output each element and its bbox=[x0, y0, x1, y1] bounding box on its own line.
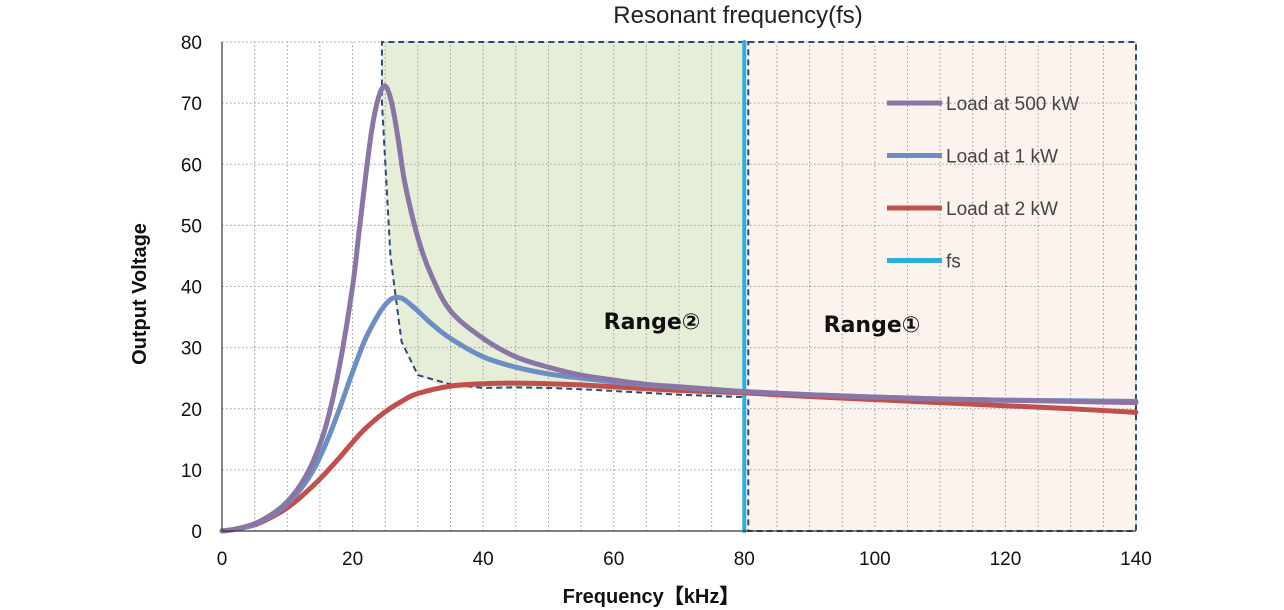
y-tick-label: 60 bbox=[181, 155, 202, 176]
x-tick-label: 120 bbox=[990, 549, 1022, 570]
y-tick-labels: 0 10 20 30 40 50 60 70 80 bbox=[181, 33, 202, 543]
region-label-1: Range② bbox=[604, 310, 701, 335]
x-tick-label: 100 bbox=[859, 549, 891, 570]
range-2-boundary bbox=[380, 41, 745, 399]
y-tick-label: 10 bbox=[181, 461, 202, 482]
x-tick-label: 40 bbox=[473, 549, 494, 570]
legend: Load at 500 kW Load at 1 kW Load at 2 kW fs bbox=[887, 94, 1079, 273]
series-line-load-at-500-kw bbox=[219, 83, 1139, 534]
x-tick-label: 60 bbox=[603, 549, 624, 570]
region-label-2: Range① bbox=[824, 313, 921, 338]
legend-label-load-at-500-kw: Load at 500 kW bbox=[946, 94, 1079, 115]
y-axis-title: Output Voltage bbox=[129, 223, 151, 365]
region-labels: Range② Range① bbox=[604, 310, 921, 338]
x-axis-title: Frequency【kHz】 bbox=[563, 585, 740, 608]
y-tick-label: 40 bbox=[181, 278, 202, 299]
legend-label-load-at-1-kw: Load at 1 kW bbox=[946, 147, 1058, 168]
x-tick-labels: 0 20 40 60 80 100 120 140 bbox=[217, 549, 1152, 570]
region-1-fill bbox=[381, 42, 745, 397]
y-tick-label: 20 bbox=[181, 400, 202, 421]
legend-label-load-at-2-kw: Load at 2 kW bbox=[946, 199, 1058, 220]
legend-label-fs: fs bbox=[946, 252, 961, 273]
y-tick-label: 80 bbox=[181, 33, 202, 54]
y-tick-label: 0 bbox=[191, 522, 202, 543]
y-tick-label: 50 bbox=[181, 216, 202, 237]
y-tick-label: 30 bbox=[181, 339, 202, 360]
y-tick-label: 70 bbox=[181, 94, 202, 115]
series-lines bbox=[219, 40, 1139, 534]
x-tick-label: 0 bbox=[217, 549, 228, 570]
axes bbox=[221, 42, 1136, 532]
x-tick-label: 20 bbox=[342, 549, 363, 570]
chart-title: Resonant frequency(fs) bbox=[613, 2, 862, 29]
x-tick-label: 80 bbox=[734, 549, 755, 570]
x-tick-label: 140 bbox=[1120, 549, 1152, 570]
